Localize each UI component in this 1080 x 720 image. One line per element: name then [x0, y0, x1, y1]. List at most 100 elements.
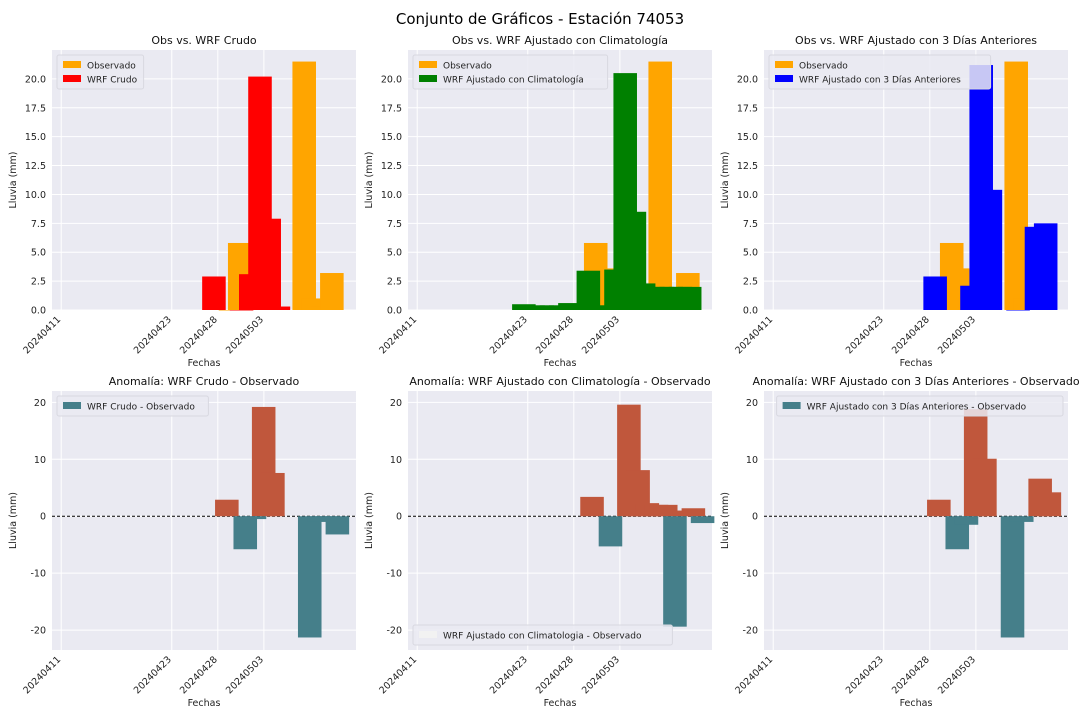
y-tick-label: 0	[40, 512, 46, 523]
y-tick-label: 10.0	[25, 190, 46, 201]
x-tick-label: 20240411	[733, 314, 775, 356]
chart-panel-6: -20 -10 0 10 20 20240411 20240423 20240428 20240…	[720, 375, 1080, 709]
x-tick-label: 20240411	[377, 314, 419, 356]
y-tick-label: 5.0	[31, 248, 46, 259]
legend-swatch	[782, 402, 801, 409]
bar-series-1	[229, 310, 254, 311]
x-axis-label: Fechas	[544, 698, 577, 709]
y-tick-label: 17.5	[737, 103, 758, 114]
y-tick-label: -10	[386, 569, 402, 580]
x-tick-label: 20240423	[844, 654, 886, 696]
y-tick-label: -10	[742, 569, 758, 580]
legend-swatch	[419, 75, 437, 82]
bar-series-0	[1004, 61, 1028, 310]
y-tick-label: 15.0	[737, 132, 758, 143]
chart-title: Anomalía: WRF Ajustado con 3 Días Anteri…	[752, 375, 1079, 388]
x-tick-label: 20240411	[21, 314, 63, 356]
x-tick-label: 20240503	[580, 654, 622, 696]
x-tick-label: 20240428	[178, 654, 220, 696]
x-tick-label: 20240503	[580, 314, 622, 356]
x-axis-label: Fechas	[544, 358, 577, 369]
x-tick-label: 20240411	[733, 654, 775, 696]
x-tick-label: 20240503	[224, 314, 266, 356]
legend-label: WRF Ajustado con 3 Días Anteriores	[799, 76, 961, 86]
chart-title: Anomalía: WRF Ajustado con Climatología …	[409, 375, 711, 388]
y-tick-label: 17.5	[25, 103, 46, 114]
bar-series-0	[648, 61, 672, 310]
legend: Observado WRF Crudo	[56, 54, 145, 90]
x-tick-label: 20240428	[534, 654, 576, 696]
legend-label: Observado	[799, 62, 848, 72]
bar-series-1	[202, 276, 226, 310]
y-tick-label: 12.5	[25, 161, 46, 172]
bar-negative	[598, 516, 623, 547]
x-tick-label: 20240411	[377, 654, 419, 696]
chart-panel-5: -20 -10 0 10 20 20240411 20240423 20240428 20240…	[364, 375, 715, 709]
y-tick-label: 10	[34, 455, 46, 466]
y-tick-label: 20.0	[737, 74, 758, 85]
bar-negative	[297, 516, 322, 638]
bar-series-1	[1033, 223, 1058, 310]
legend-label: WRF Ajustado con Climatología	[443, 76, 584, 86]
x-tick-label: 20240428	[534, 314, 576, 356]
x-tick-label: 20240423	[488, 654, 530, 696]
legend-swatch	[775, 75, 793, 82]
chart-panel-2: 0.0 2.5 5.0 7.5 10.0 12.5 15.0 17.5 20.0 20240411…	[364, 34, 712, 369]
y-tick-label: 20.0	[381, 74, 402, 85]
y-tick-label: 12.5	[737, 161, 758, 172]
plot-area	[408, 391, 712, 650]
y-tick-label: 17.5	[381, 103, 402, 114]
bar-positive	[653, 504, 678, 517]
legend-swatch	[419, 61, 437, 68]
y-tick-label: 12.5	[381, 161, 402, 172]
y-axis-label: Lluvia (mm)	[720, 152, 731, 209]
chart-panel-4: -20 -10 0 10 20 20240411 20240423 20240428 20240…	[8, 375, 356, 709]
legend-swatch	[419, 631, 437, 638]
legend-label: Observado	[87, 62, 136, 72]
y-tick-label: 7.5	[743, 219, 758, 230]
y-tick-label: -20	[386, 626, 402, 637]
legend-label: WRF Crudo	[87, 76, 138, 86]
y-tick-label: 0.0	[743, 306, 758, 317]
legend-label: Observado	[443, 62, 492, 72]
y-tick-label: 10	[746, 455, 758, 466]
legend-label: WRF Ajustado con 3 Días Anteriores - Obs…	[807, 403, 1027, 413]
y-tick-label: 20	[746, 398, 758, 409]
bar-series-1	[1006, 310, 1030, 311]
y-tick-label: -20	[30, 626, 46, 637]
chart-title: Obs vs. WRF Ajustado con Climatología	[452, 34, 668, 47]
bar-positive	[927, 499, 951, 517]
bar-series-0	[320, 273, 344, 310]
figure-title: Conjunto de Gráficos - Estación 74053	[395, 10, 685, 28]
y-axis-label: Lluvia (mm)	[720, 492, 731, 549]
chart-title: Anomalía: WRF Crudo - Observado	[109, 375, 300, 388]
bar-negative	[242, 516, 267, 520]
x-tick-label: 20240428	[890, 314, 932, 356]
legend-box	[412, 624, 673, 646]
x-tick-label: 20240423	[132, 314, 174, 356]
chart-panel-3: 0.0 2.5 5.0 7.5 10.0 12.5 15.0 17.5 20.0 20240411…	[720, 34, 1068, 369]
legend-swatch	[63, 61, 81, 68]
y-tick-label: 5.0	[743, 248, 758, 259]
bar-positive	[973, 458, 997, 517]
y-tick-label: 15.0	[25, 132, 46, 143]
x-tick-label: 20240423	[132, 654, 174, 696]
bar-positive	[681, 508, 706, 517]
x-tick-label: 20240428	[178, 314, 220, 356]
bar-negative	[1000, 516, 1025, 638]
legend: WRF Ajustado con 3 Días Anteriores - Obs…	[776, 395, 1064, 417]
legend-box	[56, 395, 209, 417]
y-tick-label: 2.5	[31, 277, 46, 288]
x-tick-label: 20240423	[844, 314, 886, 356]
x-axis-label: Fechas	[900, 698, 933, 709]
bar-positive	[1037, 492, 1062, 517]
legend: WRF Crudo - Observado	[56, 395, 209, 417]
x-axis-label: Fechas	[188, 358, 221, 369]
legend-label: WRF Ajustado con Climatologia - Observad…	[443, 632, 642, 642]
bar-negative	[307, 516, 331, 522]
y-tick-label: 10.0	[381, 190, 402, 201]
bar-negative	[663, 516, 687, 627]
bar-negative	[1009, 516, 1034, 522]
x-tick-label: 20240428	[890, 654, 932, 696]
y-tick-label: -20	[742, 626, 758, 637]
